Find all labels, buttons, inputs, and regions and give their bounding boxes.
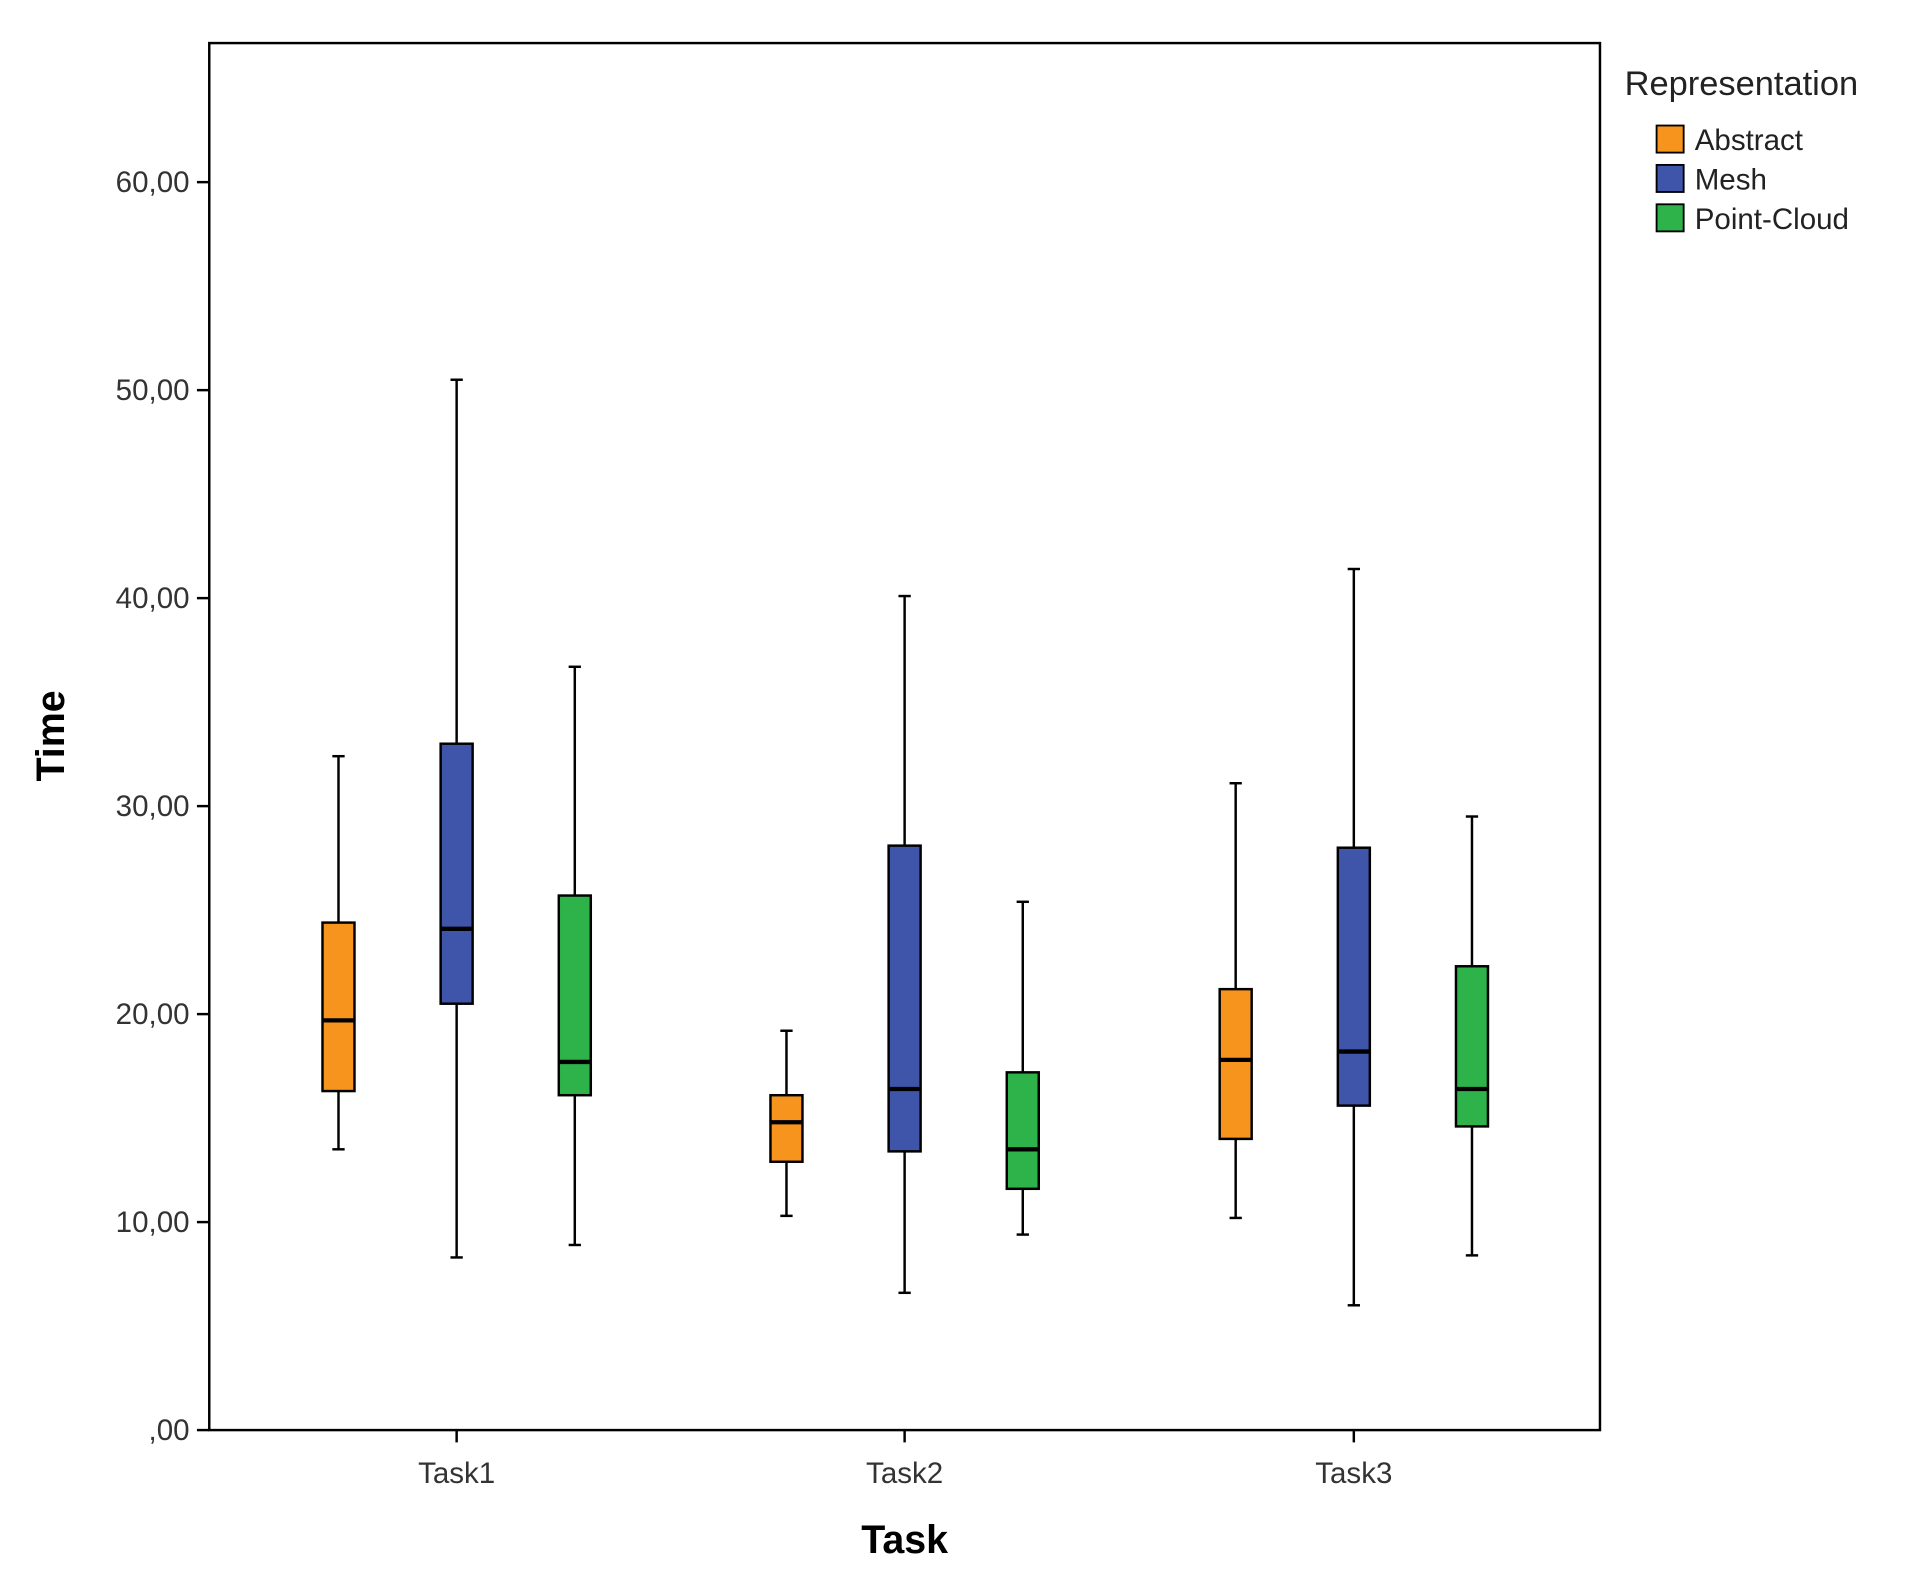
legend-swatch-mesh	[1655, 163, 1685, 193]
box-iqr	[439, 742, 474, 1005]
x-tick-label: Task2	[866, 1457, 943, 1490]
y-tick-label: 50,00	[116, 374, 190, 407]
legend-label-abstract: Abstract	[1695, 124, 1803, 157]
legend: Representation Abstract Mesh Point-Cloud	[1625, 65, 1859, 236]
legend-label-point-cloud: Point-Cloud	[1695, 203, 1849, 236]
box-iqr	[1336, 846, 1372, 1107]
box-iqr	[1454, 965, 1490, 1128]
y-tick-label: 60,00	[116, 166, 190, 199]
box-iqr	[1218, 987, 1253, 1141]
y-axis-label: Time	[29, 690, 73, 781]
box-iqr	[1005, 1071, 1040, 1191]
x-tick-label: Task1	[418, 1457, 495, 1490]
box-abstract-task2	[769, 1029, 804, 1218]
box-point-cloud-task1	[557, 665, 593, 1247]
box-mesh-task2	[887, 594, 922, 1295]
y-tick-label: 10,00	[116, 1206, 190, 1239]
legend-label-mesh: Mesh	[1695, 164, 1767, 197]
y-tick-label: ,00	[149, 1414, 190, 1447]
box-point-cloud-task2	[1005, 900, 1040, 1236]
box-iqr	[887, 844, 922, 1153]
y-tick-label: 40,00	[116, 582, 190, 615]
x-axis-label: Task	[861, 1518, 948, 1562]
box-iqr	[557, 894, 593, 1097]
box-abstract-task1	[321, 754, 356, 1151]
box-point-cloud-task3	[1454, 815, 1490, 1257]
y-tick-label: 20,00	[116, 998, 190, 1031]
box-iqr	[321, 921, 356, 1093]
y-tick-label: 30,00	[116, 790, 190, 823]
legend-swatch-point-cloud	[1655, 203, 1685, 233]
box-iqr	[769, 1093, 804, 1164]
x-tick-label: Task3	[1315, 1457, 1392, 1490]
box-mesh-task1	[439, 378, 474, 1259]
legend-title: Representation	[1625, 65, 1859, 103]
box-abstract-task3	[1218, 782, 1253, 1220]
legend-swatch-abstract	[1655, 124, 1685, 154]
box-mesh-task3	[1336, 567, 1372, 1307]
